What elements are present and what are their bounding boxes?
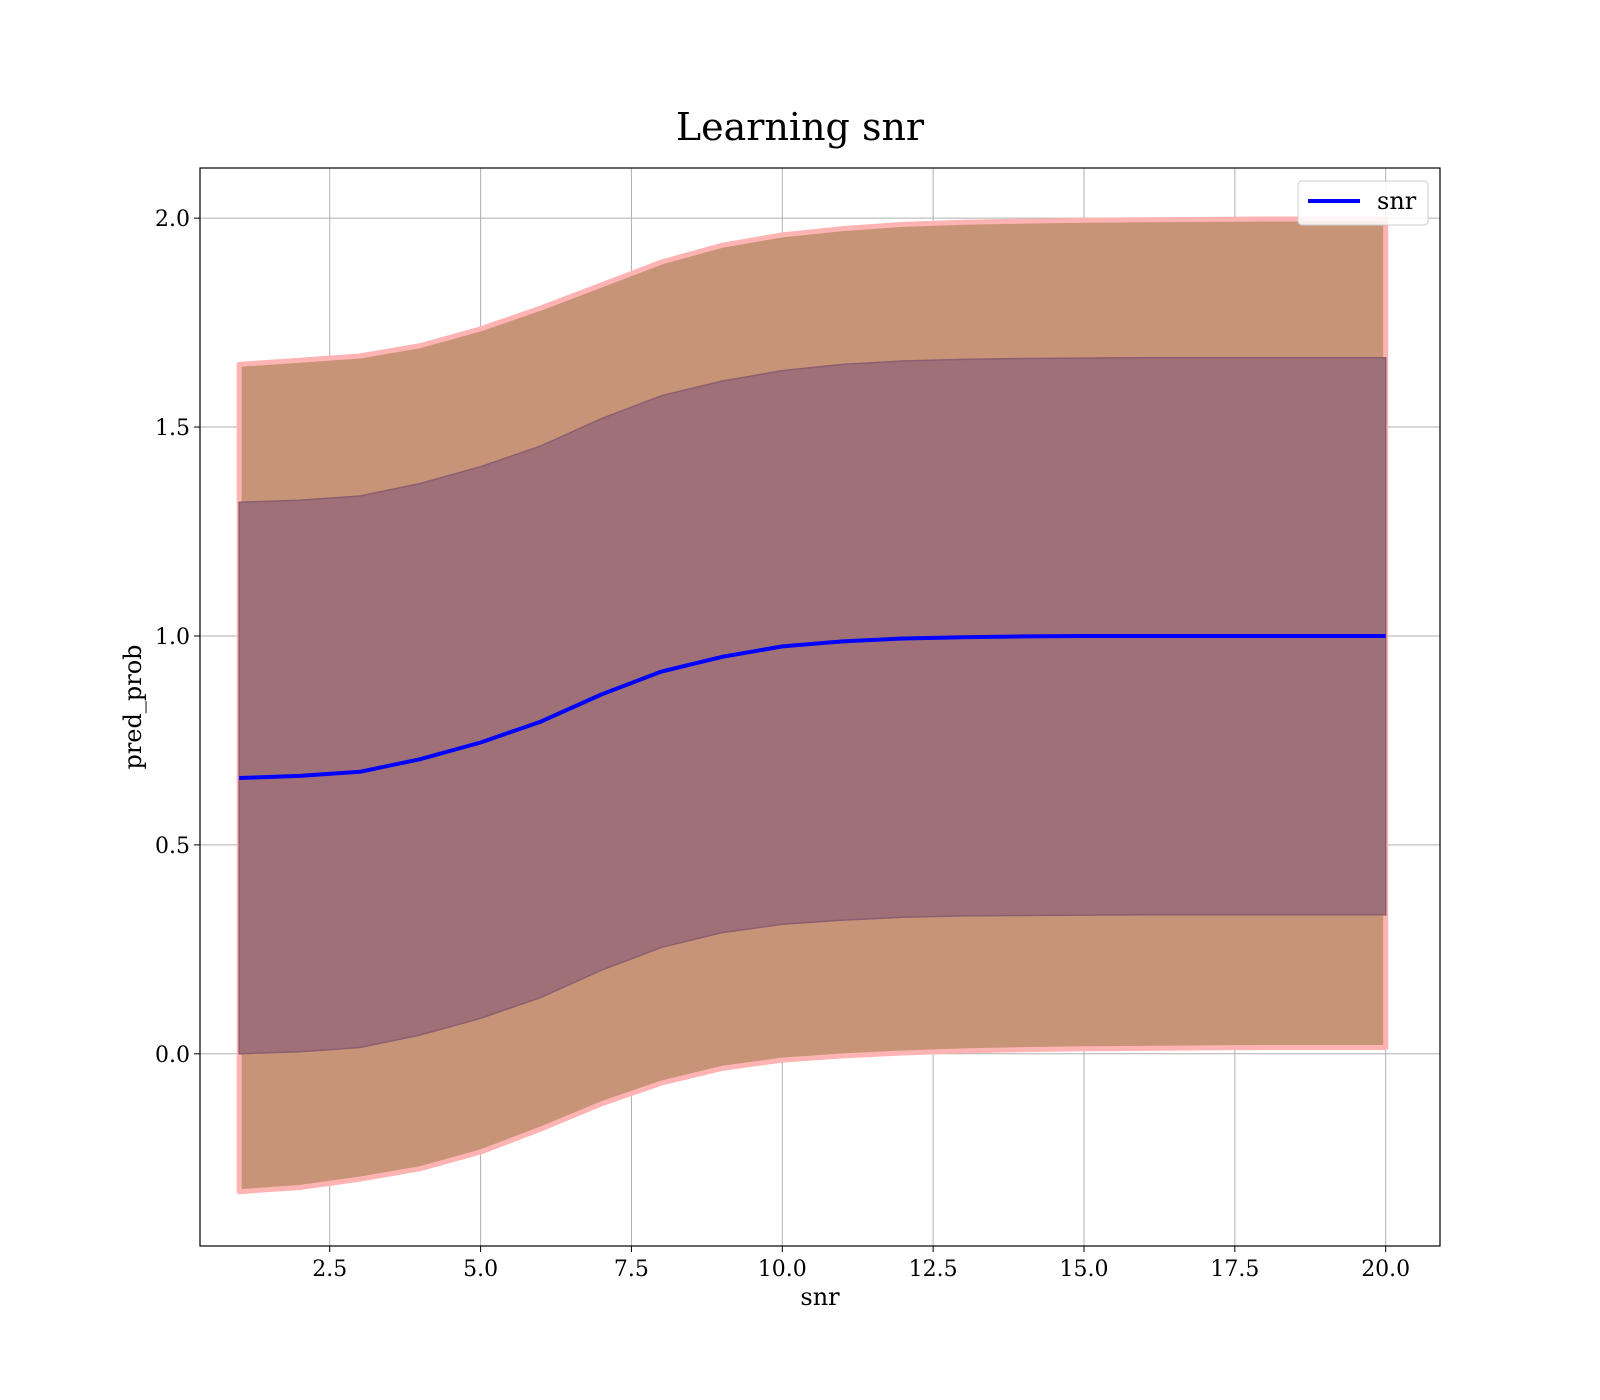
y-tick-label: 0.5 <box>155 834 190 859</box>
plot-area <box>200 168 1440 1246</box>
x-tick-label: 20.0 <box>1361 1257 1410 1282</box>
x-tick-label: 15.0 <box>1059 1257 1108 1282</box>
x-tick-label: 5.0 <box>463 1257 498 1282</box>
legend-label: snr <box>1377 187 1417 215</box>
x-axis-label: snr <box>800 1283 840 1311</box>
y-tick-label: 1.0 <box>155 625 190 650</box>
x-tick-label: 17.5 <box>1210 1257 1259 1282</box>
y-tick-label: 0.0 <box>155 1043 190 1068</box>
y-axis-label: pred_prob <box>119 644 147 769</box>
axes-ticks: 2.5 5.0 7.5 10.0 12.5 15.0 17.5 20.0 0.0 0.5 1.0 1.… <box>155 207 1410 1282</box>
legend: snr <box>1297 180 1429 226</box>
legend-box <box>1297 180 1429 226</box>
series-line-snr <box>239 634 1386 780</box>
x-tick-label: 7.5 <box>614 1257 649 1282</box>
chart-title: Learning snr <box>676 105 925 149</box>
x-tick-label: 12.5 <box>909 1257 958 1282</box>
band-1sd <box>238 356 1387 1055</box>
plot-frame <box>199 167 1441 1247</box>
y-tick-label: 2.0 <box>155 207 190 232</box>
x-tick-label: 10.0 <box>758 1257 807 1282</box>
y-tick-label: 1.5 <box>155 416 190 441</box>
x-tick-label: 2.5 <box>312 1257 347 1282</box>
